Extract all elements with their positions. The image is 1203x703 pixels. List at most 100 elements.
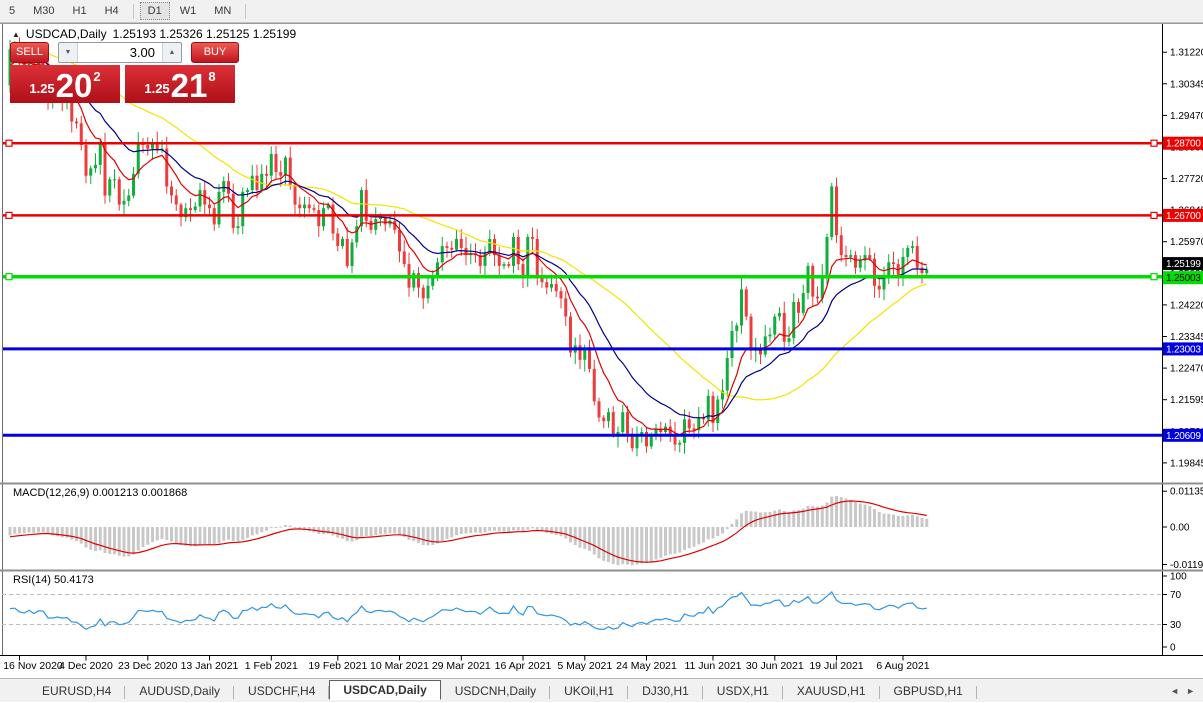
hline-handle[interactable] [1150,139,1158,147]
rsi-pane [2,590,1162,631]
symbol-marker-icon: ▲ [12,29,20,39]
date-label: 11 Jun 2021 [684,660,741,672]
sell-button[interactable]: SELL [10,42,49,63]
date-label: 16 Nov 2020 [3,660,63,672]
svg-text:1.31220: 1.31220 [1170,48,1203,59]
date-label: 23 Dec 2020 [118,660,178,672]
date-label: 1 Feb 2021 [245,660,298,672]
volume-decrease-icon[interactable]: ▼ [59,43,78,62]
buy-price-sup: 8 [208,69,216,84]
svg-text:1.28700: 1.28700 [1166,139,1201,150]
volume-input[interactable]: 3.00 [129,45,155,60]
svg-text:1.23345: 1.23345 [1170,332,1203,343]
tab-AUDUSD-Daily[interactable]: AUDUSD,Daily [125,681,234,701]
tab-UKOil-H1[interactable]: UKOil,H1 [550,681,629,701]
date-label: 6 Aug 2021 [876,660,929,672]
timeframe-button-W1[interactable]: W1 [179,5,197,17]
price-tag-1.20609 [1163,428,1203,442]
tab-USDCNH-Daily[interactable]: USDCNH,Daily [441,681,551,701]
svg-text:0: 0 [1170,643,1176,654]
svg-text:1.25199: 1.25199 [1166,259,1201,270]
svg-text:1.20609: 1.20609 [1166,431,1201,442]
timeframe-button-D1[interactable]: D1 [139,2,170,20]
timeframe-button-M30[interactable]: M30 [33,5,55,17]
chart-symbol-label: USDCAD,Daily [25,27,107,41]
tab-USDCAD-Daily[interactable]: USDCAD,Daily [329,679,441,700]
date-label: 10 Mar 2021 [370,660,429,672]
svg-text:1.22470: 1.22470 [1170,364,1203,375]
svg-text:100: 100 [1170,572,1187,583]
svg-text:-0.01190: -0.01190 [1170,560,1203,571]
sell-price-big: 20 [55,67,93,104]
buy-price-button[interactable]: 1.25 21 8 [125,65,235,103]
buy-button[interactable]: BUY [191,42,239,63]
price-tag-1.25003 [1163,271,1203,285]
tabs-scroll-right-icon[interactable]: ► [1186,686,1195,696]
macd-signal-line [9,500,927,563]
tab-DJ30-H1[interactable]: DJ30,H1 [628,681,703,701]
timeframe-toolbar: 5 M30 H1 H4 D1 W1 MN [0,0,1203,23]
svg-text:1.30345: 1.30345 [1170,79,1203,90]
tab-nav: ◄ ► [1170,679,1195,703]
buy-price-big: 21 [170,67,208,104]
svg-text:1.24220: 1.24220 [1170,300,1203,311]
tab-XAUUSD-H1[interactable]: XAUUSD,H1 [783,681,880,701]
price-tag-1.25199 [1163,257,1203,271]
price-tag-1.26700 [1163,208,1203,222]
rsi-line [9,590,927,631]
price-axis[interactable]: 1.312201.303451.294701.285951.277201.268… [1163,48,1203,470]
hline-handle[interactable] [1150,273,1158,281]
ma-fast-red-line [9,61,927,436]
hline-handle[interactable] [5,273,13,281]
rsi-axis: 100 70 30 0 [1163,572,1187,654]
hline-handle[interactable] [5,139,13,147]
timeframe-button-5[interactable]: 5 [9,5,16,17]
svg-text:30: 30 [1170,620,1182,631]
macd-pane [8,496,929,566]
timeframe-button-H4[interactable]: H4 [104,5,119,17]
svg-text:1.23003: 1.23003 [1166,344,1201,355]
macd-axis: 0.01135 0.00 -0.01190 [1163,487,1203,571]
timeframe-button-MN[interactable]: MN [214,5,232,17]
buy-price-small: 1.25 [144,81,170,96]
ma-mid-blue-line [9,57,927,419]
volume-increase-icon[interactable]: ▲ [162,43,181,62]
tab-GBPUSD-H1[interactable]: GBPUSD,H1 [880,681,978,701]
sell-price-button[interactable]: 1.25 20 2 [10,65,120,103]
date-label: 5 May 2021 [557,660,612,672]
svg-text:70: 70 [1170,590,1182,601]
sell-price-sup: 2 [93,69,101,84]
timeframe-button-H1[interactable]: H1 [72,5,87,17]
tab-USDX-H1[interactable]: USDX,H1 [703,681,783,701]
tabs-scroll-left-icon[interactable]: ◄ [1170,686,1180,696]
tab-EURUSD-H4[interactable]: EURUSD,H4 [28,681,126,701]
hline-handle[interactable] [1150,211,1158,219]
svg-text:1.25970: 1.25970 [1170,237,1203,248]
date-label: 19 Jul 2021 [809,660,863,672]
date-label: 19 Feb 2021 [308,660,367,672]
hline-handle[interactable] [5,211,13,219]
toolbar-divider [132,3,134,19]
date-label: 16 Apr 2021 [495,660,552,672]
date-label: 4 Dec 2020 [59,660,113,672]
svg-text:1.29470: 1.29470 [1170,111,1203,122]
ma-slow-yellow-line [9,42,927,401]
price-tag-1.28700 [1163,136,1203,150]
date-label: 24 May 2021 [616,660,677,672]
price-tag-1.23003 [1163,342,1203,356]
svg-text:0.00: 0.00 [1170,523,1190,534]
svg-text:0.01135: 0.01135 [1170,487,1203,498]
sell-price-small: 1.25 [29,81,55,96]
symbol-tabbar: EURUSD,H4 AUDUSD,Daily USDCHF,H4 USDCAD,Dai… [0,678,1203,702]
tab-USDCHF-H4[interactable]: USDCHF,H4 [234,681,330,701]
one-click-trading-panel: SELL ▼ 3.00 ▲ BUY 1.25 20 2 1.25 21 8 [10,42,239,103]
date-label: 13 Jan 2021 [181,660,239,672]
svg-text:1.26700: 1.26700 [1166,211,1201,222]
chart-title: ▲ USDCAD,Daily 1.25193 1.25326 1.25125 1… [12,27,296,41]
svg-text:1.25003: 1.25003 [1166,273,1201,284]
chart-ohlc-values: 1.25193 1.25326 1.25125 1.25199 [112,27,297,41]
date-label: 30 Jun 2021 [746,660,804,672]
rsi-indicator-label: RSI(14) 50.4173 [13,574,94,586]
